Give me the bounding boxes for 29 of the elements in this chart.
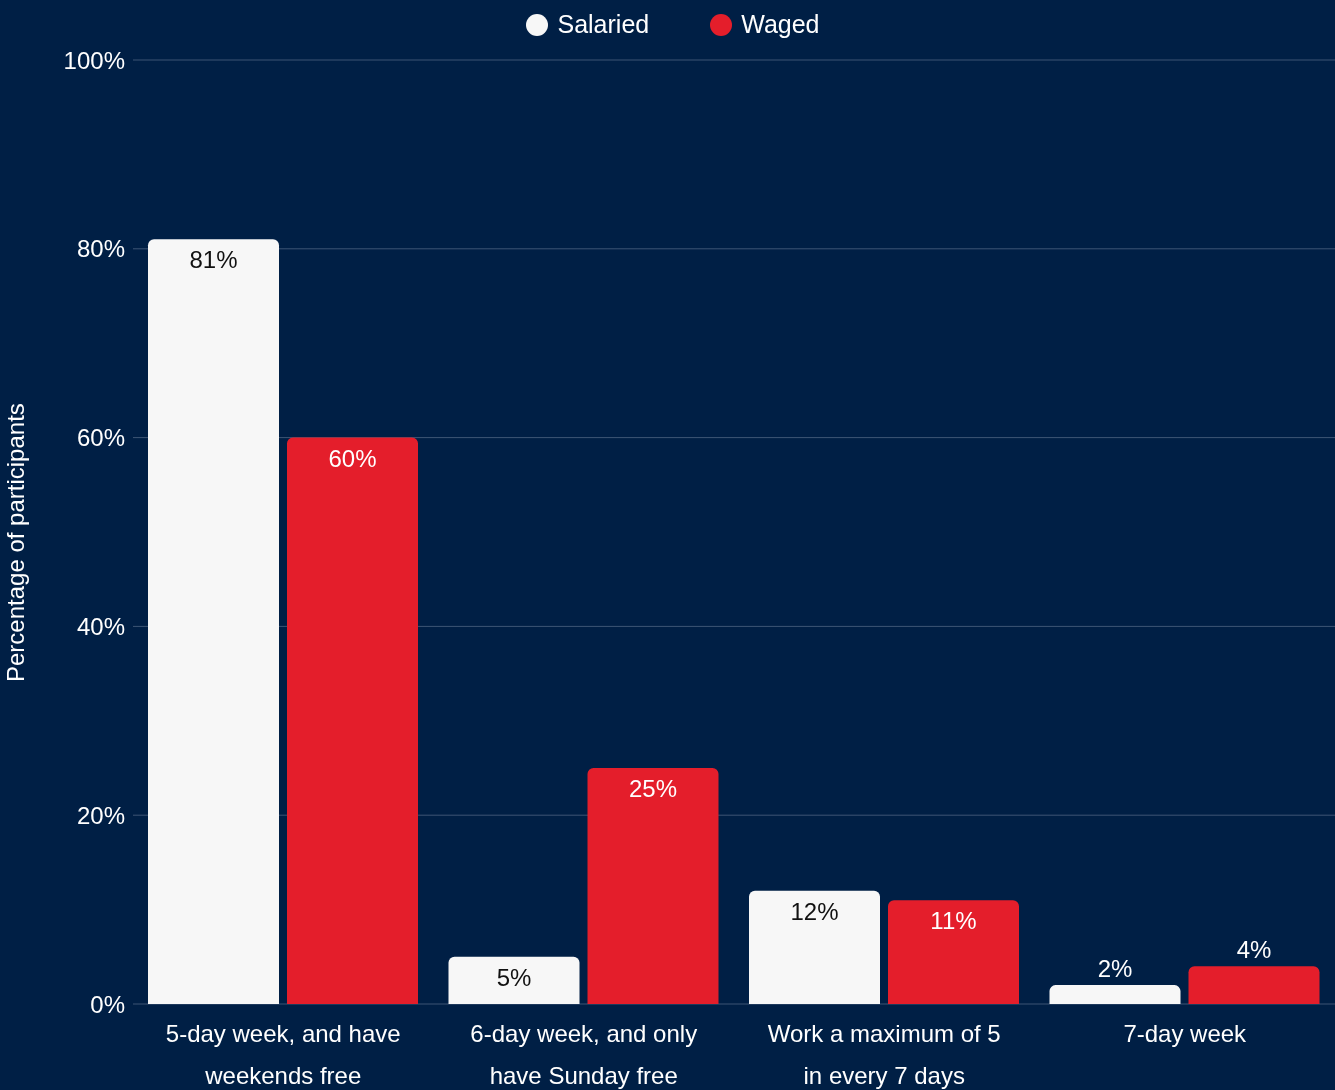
data-label: 12% bbox=[790, 897, 839, 925]
bar bbox=[888, 900, 1019, 1004]
data-label: 60% bbox=[328, 444, 377, 472]
legend-label: Salaried bbox=[557, 10, 650, 39]
data-label: 2% bbox=[1097, 955, 1133, 983]
y-tick-label: 0% bbox=[90, 990, 125, 1018]
bar bbox=[287, 437, 418, 1004]
bar bbox=[587, 768, 719, 1004]
data-label: 4% bbox=[1236, 936, 1272, 964]
bar bbox=[448, 956, 580, 1004]
legend-label: Waged bbox=[741, 10, 820, 39]
data-label: 25% bbox=[628, 775, 678, 802]
bar bbox=[749, 890, 880, 1004]
x-tick-label: 6-day week, and only have Sunday free bbox=[470, 1020, 698, 1089]
y-tick-label: 40% bbox=[76, 612, 125, 640]
y-tick-label: 100% bbox=[63, 46, 125, 74]
x-tick-label: 7-day week bbox=[1123, 1020, 1248, 1047]
y-tick-label: 80% bbox=[76, 235, 125, 263]
x-tick-label: Work a maximum of 5 in every 7 days bbox=[767, 1020, 1001, 1089]
bar bbox=[1049, 985, 1181, 1004]
y-tick-label: 60% bbox=[76, 424, 125, 452]
data-label: 81% bbox=[189, 246, 238, 274]
bar bbox=[1188, 966, 1320, 1004]
data-label: 5% bbox=[496, 963, 532, 991]
y-tick-label: 20% bbox=[76, 801, 125, 829]
y-axis-title: Percentage of participants bbox=[1, 403, 29, 682]
data-label: 11% bbox=[930, 907, 977, 935]
bar bbox=[148, 239, 279, 1004]
x-tick-label: 5-day week, and have weekends free bbox=[165, 1020, 401, 1089]
